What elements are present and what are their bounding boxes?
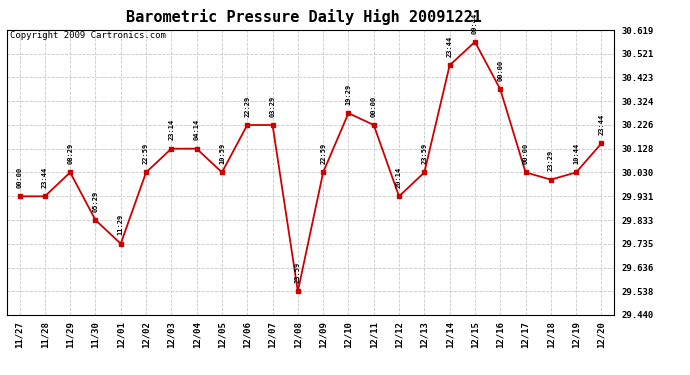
Text: 19:29: 19:29	[346, 84, 351, 105]
Text: Copyright 2009 Cartronics.com: Copyright 2009 Cartronics.com	[10, 32, 166, 40]
Text: 23:44: 23:44	[446, 36, 453, 57]
Text: Barometric Pressure Daily High 20091221: Barometric Pressure Daily High 20091221	[126, 9, 482, 26]
Text: 23:44: 23:44	[42, 167, 48, 188]
Text: 23:44: 23:44	[598, 114, 604, 135]
Text: 03:29: 03:29	[270, 95, 275, 117]
Text: 23:59: 23:59	[295, 262, 301, 283]
Text: 05:29: 05:29	[92, 190, 99, 211]
Text: 23:29: 23:29	[548, 150, 554, 171]
Text: 08:29: 08:29	[67, 143, 73, 164]
Text: 00:00: 00:00	[522, 143, 529, 164]
Text: 10:59: 10:59	[219, 143, 225, 164]
Text: 22:59: 22:59	[320, 143, 326, 164]
Text: 09:44: 09:44	[472, 12, 478, 33]
Text: 23:14: 23:14	[168, 119, 175, 140]
Text: 22:59: 22:59	[143, 143, 149, 164]
Text: 04:14: 04:14	[194, 119, 199, 140]
Text: 11:29: 11:29	[118, 214, 124, 236]
Text: 00:00: 00:00	[497, 60, 503, 81]
Text: 20:14: 20:14	[396, 167, 402, 188]
Text: 00:00: 00:00	[17, 167, 23, 188]
Text: 00:00: 00:00	[371, 95, 377, 117]
Text: 22:29: 22:29	[244, 95, 250, 117]
Text: 23:59: 23:59	[422, 143, 427, 164]
Text: 10:44: 10:44	[573, 143, 579, 164]
